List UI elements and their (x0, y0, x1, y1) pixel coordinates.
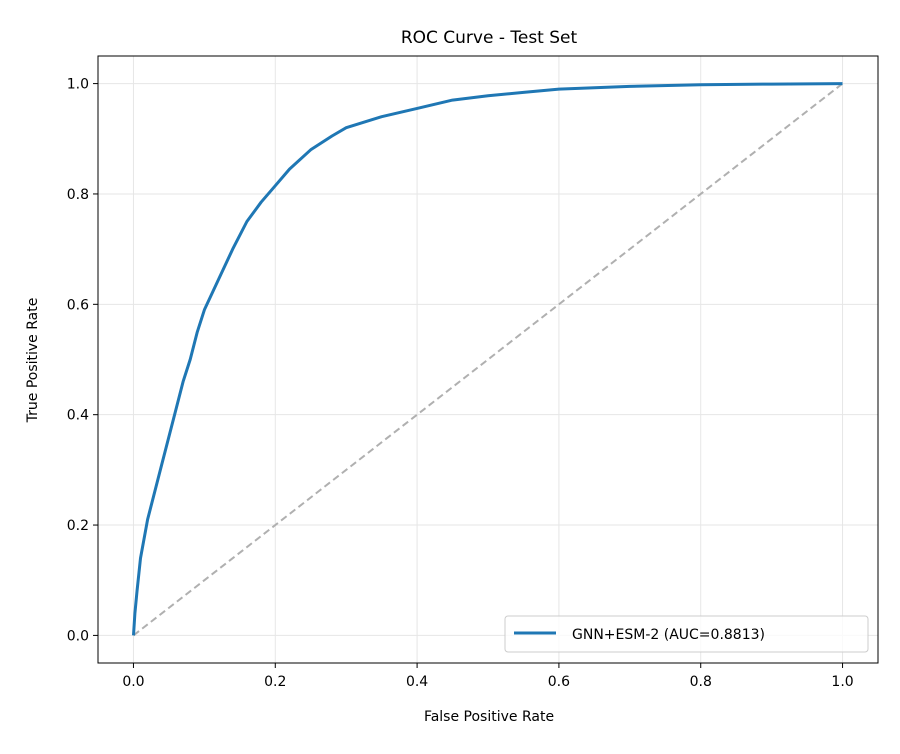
x-tick-label: 0.4 (406, 674, 428, 690)
roc-curve-line (132, 82, 843, 636)
legend-label: GNN+ESM-2 (AUC=0.8813) (572, 627, 765, 643)
y-tick-label: 1.0 (67, 77, 89, 93)
x-tick-label: 0.8 (690, 674, 712, 690)
x-tick-label: 0.2 (264, 674, 286, 690)
random-baseline-line (132, 82, 844, 637)
plot-frame (97, 55, 879, 664)
y-tick-label: 0.6 (67, 297, 89, 313)
grid (98, 56, 878, 663)
y-tick-label: 0.2 (67, 518, 89, 534)
y-tick-label: 0.4 (67, 408, 89, 424)
x-tick-label: 0.6 (548, 674, 570, 690)
ticks: 0.0 0.2 0.4 0.6 0.8 1.0 0.0 0.2 0.4 0.6 0.8 1.0 (67, 77, 854, 690)
x-axis-label: False Positive Rate (424, 709, 554, 725)
y-tick-label: 0.8 (67, 187, 89, 203)
y-tick-label: 0.0 (67, 628, 89, 644)
x-tick-label: 1.0 (831, 674, 853, 690)
y-axis-label: True Positive Rate (25, 298, 41, 424)
chart-title: ROC Curve - Test Set (401, 28, 578, 48)
x-tick-label: 0.0 (122, 674, 144, 690)
legend: GNN+ESM-2 (AUC=0.8813) (504, 615, 869, 653)
legend-box (504, 615, 869, 653)
series-layer (132, 82, 844, 637)
